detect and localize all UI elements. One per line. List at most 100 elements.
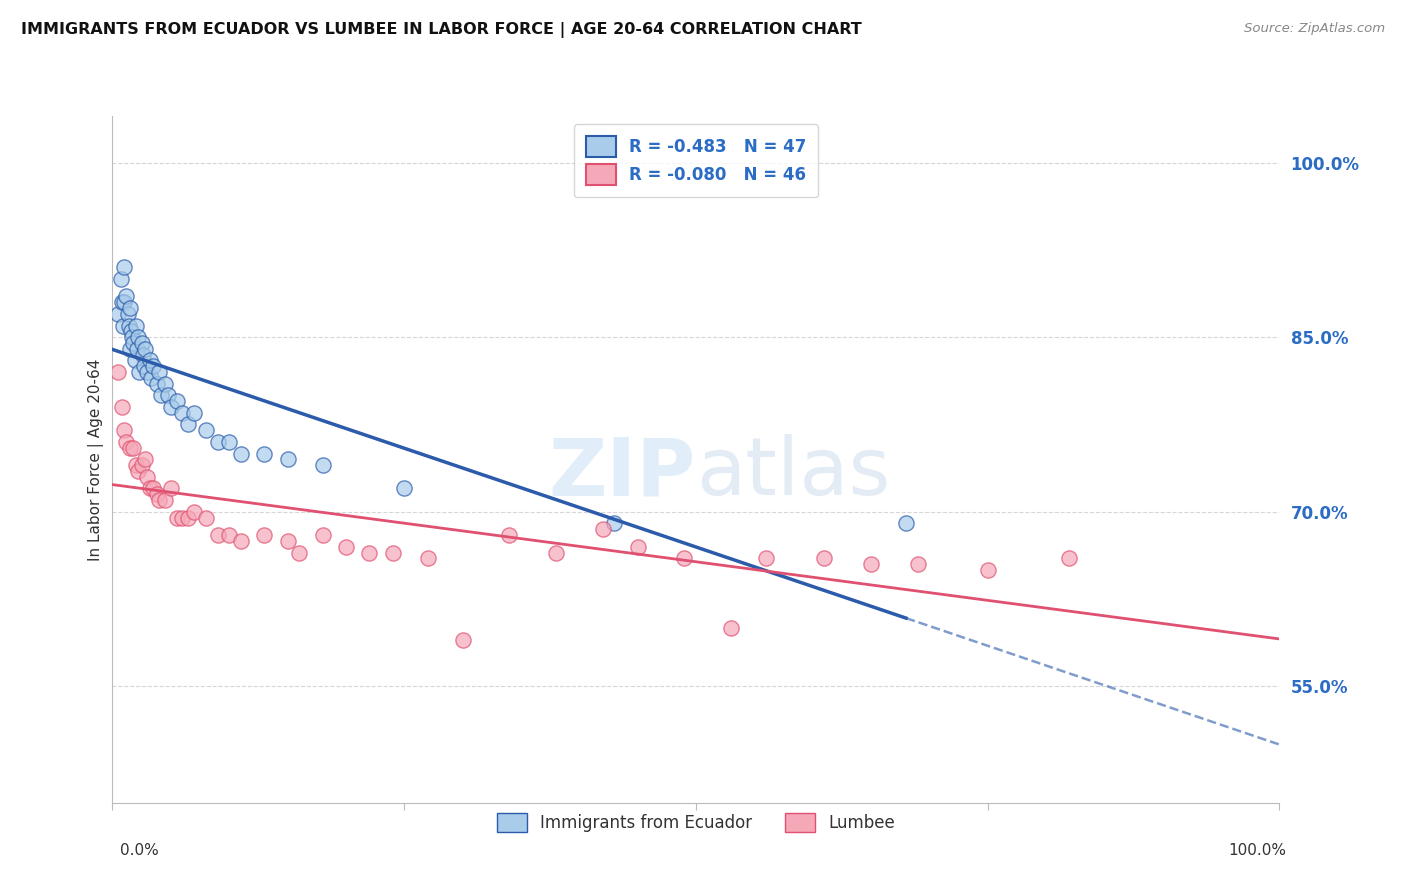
Point — [177, 417, 200, 432]
Point — [894, 516, 917, 531]
Point — [136, 365, 159, 379]
Point — [166, 510, 188, 524]
Point — [150, 388, 173, 402]
Point — [207, 528, 229, 542]
Point — [498, 528, 520, 542]
Point — [907, 557, 929, 571]
Point — [118, 441, 141, 455]
Point — [160, 400, 183, 414]
Point — [118, 342, 141, 356]
Point — [394, 482, 416, 496]
Point — [124, 353, 146, 368]
Point — [111, 400, 134, 414]
Point — [218, 434, 240, 449]
Text: atlas: atlas — [696, 434, 890, 512]
Point — [139, 482, 162, 496]
Point — [148, 365, 170, 379]
Point — [194, 510, 217, 524]
Point — [148, 493, 170, 508]
Point — [160, 482, 183, 496]
Text: Source: ZipAtlas.com: Source: ZipAtlas.com — [1244, 22, 1385, 36]
Point — [276, 452, 298, 467]
Point — [311, 458, 333, 473]
Point — [172, 406, 194, 420]
Point — [117, 307, 139, 321]
Point — [172, 510, 194, 524]
Point — [451, 632, 474, 647]
Point — [125, 342, 148, 356]
Point — [1059, 551, 1081, 566]
Point — [720, 621, 742, 635]
Point — [146, 376, 169, 391]
Point — [416, 551, 439, 566]
Point — [111, 295, 134, 310]
Point — [157, 388, 180, 402]
Point — [115, 434, 138, 449]
Point — [132, 348, 155, 362]
Point — [218, 528, 240, 542]
Point — [131, 335, 153, 350]
Point — [134, 342, 156, 356]
Point — [276, 533, 298, 548]
Point — [183, 406, 205, 420]
Point — [177, 510, 200, 524]
Point — [131, 458, 153, 473]
Y-axis label: In Labor Force | Age 20-64: In Labor Force | Age 20-64 — [89, 359, 104, 560]
Point — [112, 260, 135, 275]
Point — [125, 458, 148, 473]
Text: 100.0%: 100.0% — [1229, 843, 1286, 858]
Point — [183, 505, 205, 519]
Point — [673, 551, 696, 566]
Point — [139, 371, 162, 385]
Point — [107, 307, 129, 321]
Text: 0.0%: 0.0% — [120, 843, 159, 858]
Point — [132, 359, 155, 374]
Point — [153, 493, 176, 508]
Point — [110, 272, 132, 286]
Point — [229, 533, 252, 548]
Point — [139, 353, 162, 368]
Point — [121, 330, 143, 344]
Point — [860, 557, 883, 571]
Point — [134, 452, 156, 467]
Legend: Immigrants from Ecuador, Lumbee: Immigrants from Ecuador, Lumbee — [489, 806, 903, 839]
Point — [976, 563, 998, 577]
Point — [335, 540, 357, 554]
Point — [118, 318, 141, 333]
Point — [229, 446, 252, 460]
Point — [381, 545, 404, 559]
Text: ZIP: ZIP — [548, 434, 696, 512]
Point — [627, 540, 650, 554]
Text: IMMIGRANTS FROM ECUADOR VS LUMBEE IN LABOR FORCE | AGE 20-64 CORRELATION CHART: IMMIGRANTS FROM ECUADOR VS LUMBEE IN LAB… — [21, 22, 862, 38]
Point — [603, 516, 626, 531]
Point — [142, 482, 165, 496]
Point — [112, 423, 135, 437]
Point — [153, 376, 176, 391]
Point — [127, 330, 149, 344]
Point — [120, 324, 142, 338]
Point — [813, 551, 835, 566]
Point — [166, 394, 188, 409]
Point — [136, 470, 159, 484]
Point — [288, 545, 311, 559]
Point — [194, 423, 217, 437]
Point — [128, 365, 150, 379]
Point — [112, 295, 135, 310]
Point — [146, 487, 169, 501]
Point — [142, 359, 165, 374]
Point — [122, 335, 145, 350]
Point — [107, 365, 129, 379]
Point — [253, 446, 276, 460]
Point — [122, 441, 145, 455]
Point — [127, 464, 149, 478]
Point — [544, 545, 567, 559]
Point — [359, 545, 381, 559]
Point — [125, 318, 148, 333]
Point — [253, 528, 276, 542]
Point — [115, 289, 138, 303]
Point — [592, 522, 614, 536]
Point — [755, 551, 778, 566]
Point — [118, 301, 141, 315]
Point — [311, 528, 333, 542]
Point — [111, 318, 134, 333]
